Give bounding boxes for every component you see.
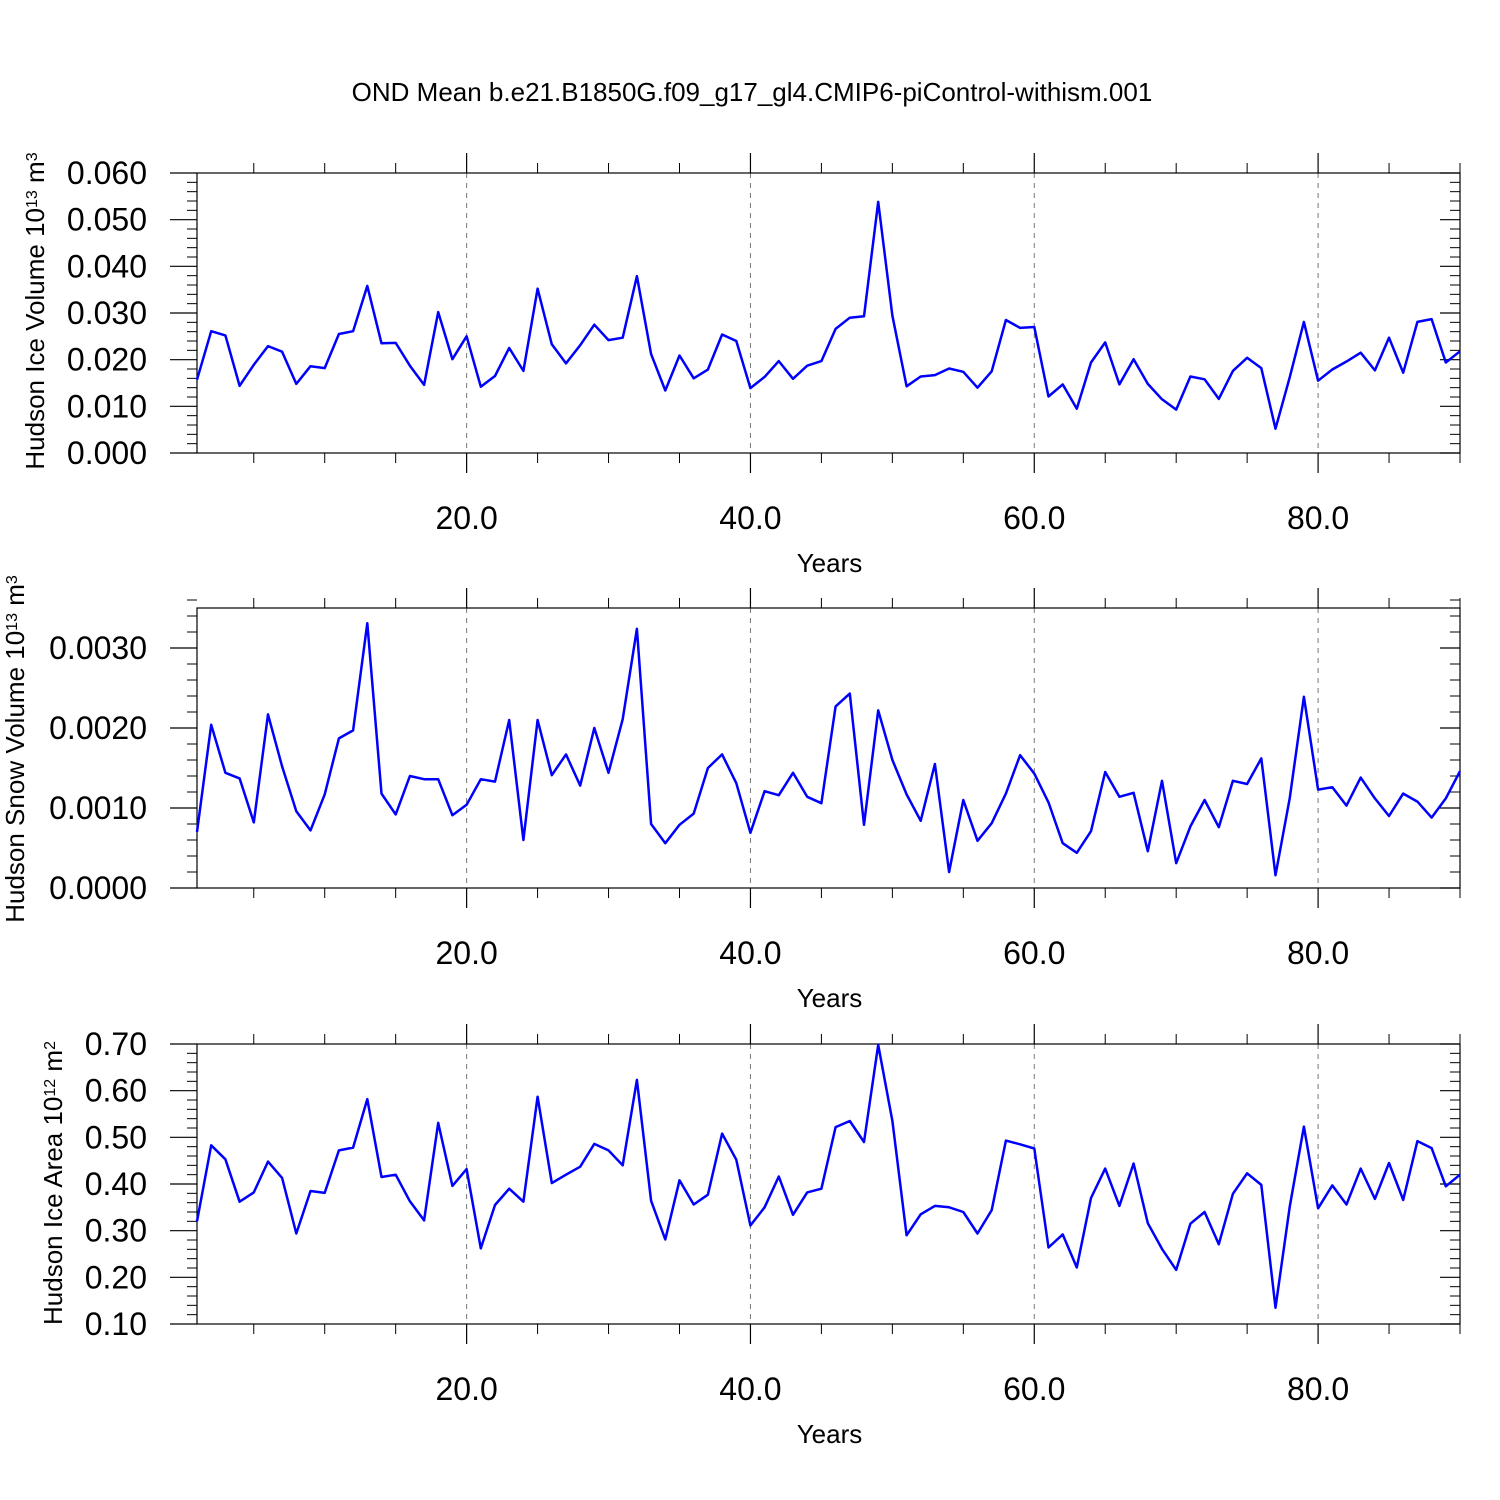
chart-panel-3: 20.0 40.0 60.0 80.0 0.10 0.20 0.30 0.40 0.50 0.60… [38, 1024, 1461, 1449]
series-line [195, 621, 1462, 877]
plot-frame [196, 172, 1461, 454]
x-tick-label: 80.0 [1287, 935, 1349, 971]
y-tick-label: 0.30 [85, 1213, 147, 1249]
x-tick-label: 80.0 [1287, 500, 1349, 536]
x-tick-label: 20.0 [435, 1371, 497, 1407]
x-tick-label: 20.0 [435, 500, 497, 536]
x-tick-label: 60.0 [1003, 500, 1065, 536]
series-line [195, 200, 1461, 430]
chart-panel-1: 20.0 40.0 60.0 80.0 0.000 0.010 0.020 0.030 0.04… [20, 152, 1461, 578]
y-tick-label: 0.10 [85, 1306, 147, 1342]
x-tick-label: 40.0 [719, 935, 781, 971]
y-label-text: m [0, 584, 30, 613]
y-tick-label: 0.030 [67, 295, 147, 331]
y-tick-label: 0.020 [67, 342, 147, 378]
x-tick-label: 40.0 [719, 1371, 781, 1407]
y-label-text: Hudson Ice Area 10 [38, 1097, 68, 1325]
y-label-superscript: 2 [42, 1041, 59, 1050]
x-tick-label: 60.0 [1003, 935, 1065, 971]
series-line [195, 1043, 1461, 1309]
y-label-superscript: 3 [24, 152, 41, 161]
y-tick-label: 0.70 [85, 1026, 147, 1062]
plot-frame [196, 607, 1461, 889]
x-tick-label: 20.0 [435, 935, 497, 971]
y-tick-label: 0.0020 [49, 710, 147, 746]
y-tick-label: 0.010 [67, 388, 147, 424]
y-tick-label: 0.050 [67, 202, 147, 238]
y-axis-label: Hudson Ice Volume 1013 m3 [20, 152, 50, 469]
x-tick-label: 40.0 [719, 500, 781, 536]
x-axis-label: Years [797, 1419, 863, 1449]
y-label-text: m [38, 1050, 68, 1079]
y-label-text: m [20, 161, 50, 190]
x-tick-label: 60.0 [1003, 1371, 1065, 1407]
y-axis-label: Hudson Snow Volume 1013 m3 [0, 575, 30, 923]
x-axis-label: Years [797, 983, 863, 1013]
y-label-superscript: 13 [24, 190, 41, 208]
chart-panel-2: 20.0 40.0 60.0 80.0 0.0000 0.0010 0.0020 0.0030… [0, 575, 1462, 1013]
y-label-superscript: 12 [42, 1079, 59, 1097]
y-tick-label: 0.060 [67, 155, 147, 191]
y-tick-label: 0.50 [85, 1119, 147, 1155]
panels: 20.0 40.0 60.0 80.0 0.000 0.010 0.020 0.030 0.04… [0, 152, 1462, 1449]
y-label-text: Hudson Snow Volume 10 [0, 631, 30, 923]
y-tick-label: 0.0000 [49, 870, 147, 906]
y-label-text: Hudson Ice Volume 10 [20, 208, 50, 470]
y-label-superscript: 13 [4, 613, 21, 631]
plot-frame [196, 1043, 1461, 1325]
y-tick-label: 0.60 [85, 1073, 147, 1109]
y-label-superscript: 3 [4, 575, 21, 584]
y-tick-label: 0.40 [85, 1166, 147, 1202]
y-tick-label: 0.000 [67, 435, 147, 471]
y-tick-label: 0.0010 [49, 790, 147, 826]
x-tick-label: 80.0 [1287, 1371, 1349, 1407]
x-axis-label: Years [797, 548, 863, 578]
y-tick-label: 0.040 [67, 248, 147, 284]
page-title: OND Mean b.e21.B1850G.f09_g17_gl4.CMIP6-… [352, 77, 1153, 107]
y-axis-label: Hudson Ice Area 1012 m2 [38, 1041, 68, 1325]
y-tick-label: 0.20 [85, 1259, 147, 1295]
y-tick-label: 0.0030 [49, 630, 147, 666]
